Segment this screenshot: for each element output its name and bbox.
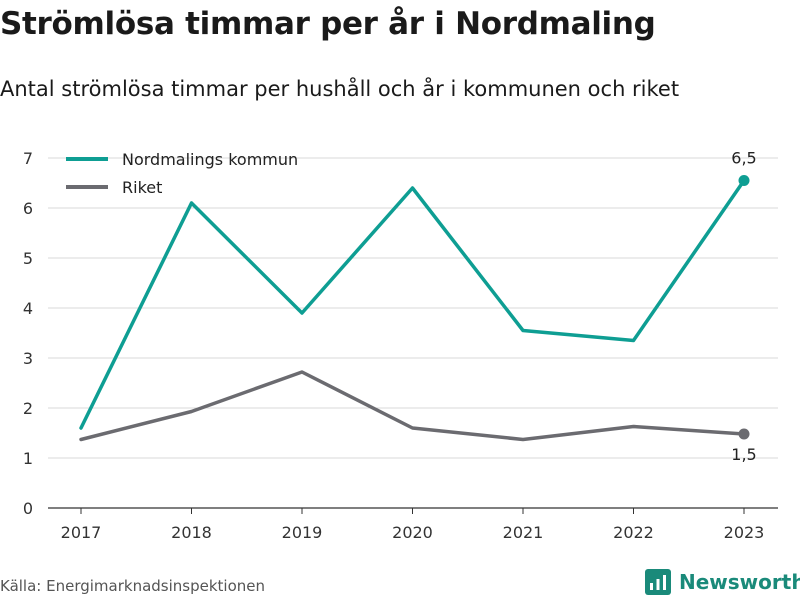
data-label: 1,5 [731,445,756,464]
x-tick-label: 2022 [613,523,654,542]
end-point-riket [738,428,750,440]
end-point-nordmalings-kommun [738,175,750,186]
brand-name: Newsworthy [679,570,800,594]
y-tick-label: 4 [23,299,33,318]
page-subtitle: Antal strömlösa timmar per hushåll och å… [0,77,680,101]
y-tick-label: 6 [23,199,33,218]
page-title: Strömlösa timmar per år i Nordmaling [0,6,656,42]
y-tick-label: 1 [23,449,33,468]
y-tick-label: 0 [23,499,33,518]
y-tick-label: 5 [23,249,33,268]
source-note: Källa: Energimarknadsinspektionen [0,577,266,595]
x-tick-label: 2017 [61,523,102,542]
x-tick-label: 2023 [724,523,765,542]
y-tick-label: 2 [23,399,33,418]
newsworthy-icon [645,569,671,595]
y-tick-label: 7 [23,149,33,168]
x-tick-label: 2021 [503,523,544,542]
brand-logo: Newsworthy [645,569,800,595]
y-tick-label: 3 [23,349,33,368]
legend-label: Nordmalings kommun [122,150,298,169]
x-tick-label: 2018 [171,523,212,542]
data-label: 6,5 [731,149,756,168]
series-line-nordmalings-kommun [79,178,746,430]
x-tick-label: 2020 [392,523,433,542]
legend-label: Riket [122,178,162,197]
x-tick-label: 2019 [282,523,323,542]
series-line-riket [79,370,746,442]
